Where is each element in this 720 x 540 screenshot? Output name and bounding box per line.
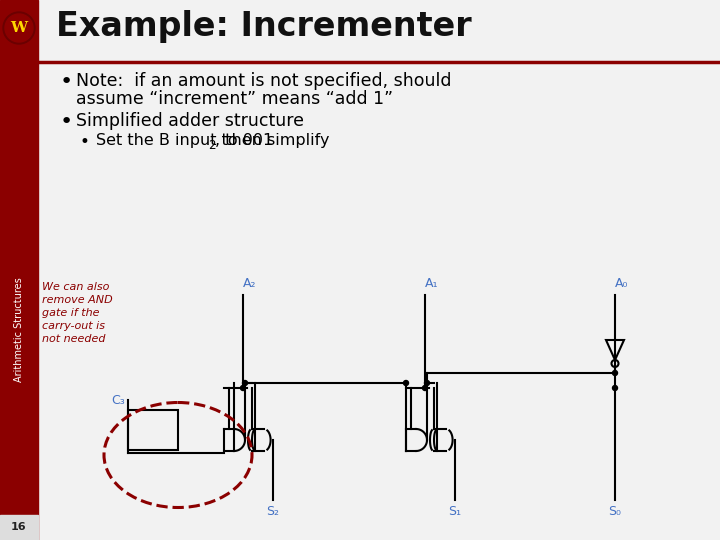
Text: 16: 16 bbox=[12, 522, 27, 532]
Text: A₀: A₀ bbox=[615, 277, 629, 290]
Text: •: • bbox=[60, 112, 73, 132]
Circle shape bbox=[425, 381, 430, 386]
Text: remove AND: remove AND bbox=[42, 295, 113, 305]
Text: Arithmetic Structures: Arithmetic Structures bbox=[14, 278, 24, 382]
Bar bbox=[0, 0, 38, 540]
Text: 2: 2 bbox=[208, 139, 215, 152]
Text: A₂: A₂ bbox=[243, 277, 256, 290]
Text: gate if the: gate if the bbox=[42, 308, 99, 318]
Text: C₃: C₃ bbox=[112, 394, 125, 407]
Text: S₁: S₁ bbox=[449, 505, 462, 518]
Text: Note:  if an amount is not specified, should: Note: if an amount is not specified, sho… bbox=[76, 72, 451, 90]
Bar bbox=[0, 515, 38, 540]
Text: Example: Incrementer: Example: Incrementer bbox=[56, 10, 472, 43]
Text: S₂: S₂ bbox=[266, 505, 279, 518]
Bar bbox=[128, 410, 178, 450]
Text: not needed: not needed bbox=[42, 334, 106, 344]
Circle shape bbox=[240, 386, 246, 390]
Circle shape bbox=[5, 14, 33, 42]
Circle shape bbox=[403, 381, 408, 386]
Circle shape bbox=[613, 370, 618, 375]
Text: We can also: We can also bbox=[42, 282, 109, 292]
Text: carry-out is: carry-out is bbox=[42, 321, 105, 331]
Text: W: W bbox=[10, 21, 27, 35]
Text: Simplified adder structure: Simplified adder structure bbox=[76, 112, 304, 130]
Text: S₀: S₀ bbox=[608, 505, 621, 518]
Text: Set the B input to 001: Set the B input to 001 bbox=[96, 133, 274, 148]
Text: •: • bbox=[60, 72, 73, 92]
Text: assume “increment” means “add 1”: assume “increment” means “add 1” bbox=[76, 90, 393, 108]
Text: , then simplify: , then simplify bbox=[215, 133, 330, 148]
Text: A₁: A₁ bbox=[425, 277, 438, 290]
Circle shape bbox=[243, 381, 248, 386]
Circle shape bbox=[613, 386, 618, 390]
Circle shape bbox=[423, 386, 428, 390]
Text: •: • bbox=[80, 133, 90, 151]
Circle shape bbox=[3, 12, 35, 44]
